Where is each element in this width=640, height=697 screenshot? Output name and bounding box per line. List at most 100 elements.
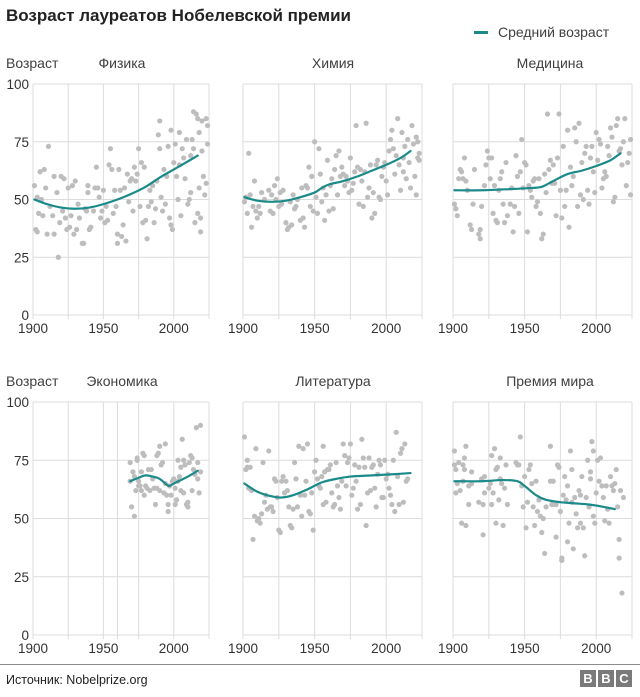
data-point bbox=[600, 494, 606, 501]
data-point bbox=[301, 224, 308, 230]
data-point bbox=[400, 499, 406, 505]
y-axis-label: Возраст bbox=[6, 55, 59, 71]
data-point bbox=[364, 194, 371, 200]
data-point bbox=[377, 462, 384, 468]
data-point bbox=[569, 466, 575, 473]
data-point bbox=[182, 462, 188, 468]
data-point bbox=[497, 176, 503, 182]
data-point bbox=[181, 155, 187, 161]
data-point bbox=[279, 201, 285, 207]
data-point bbox=[399, 129, 405, 136]
data-point bbox=[451, 448, 458, 454]
data-point bbox=[354, 506, 361, 512]
data-point bbox=[386, 485, 392, 491]
data-point bbox=[65, 185, 71, 191]
data-point bbox=[199, 118, 205, 124]
data-point bbox=[542, 171, 548, 177]
x-tick-label: 2000 bbox=[581, 321, 611, 336]
data-point bbox=[289, 222, 295, 228]
data-point bbox=[393, 429, 399, 435]
data-point bbox=[250, 203, 256, 210]
data-point bbox=[463, 522, 469, 529]
data-point bbox=[172, 501, 178, 508]
data-point bbox=[605, 143, 611, 149]
data-point bbox=[416, 150, 422, 156]
data-point bbox=[37, 169, 43, 175]
data-point bbox=[289, 525, 295, 531]
data-point bbox=[284, 487, 290, 494]
data-point bbox=[127, 459, 133, 466]
data-point bbox=[453, 206, 459, 212]
data-point bbox=[369, 215, 375, 221]
data-point bbox=[162, 441, 168, 447]
data-point bbox=[85, 189, 91, 196]
data-point bbox=[540, 515, 546, 522]
data-point bbox=[114, 231, 121, 237]
data-point bbox=[603, 173, 609, 179]
data-point bbox=[241, 434, 248, 440]
data-point bbox=[587, 155, 594, 161]
data-point bbox=[291, 459, 298, 466]
data-point bbox=[204, 122, 211, 129]
data-point bbox=[529, 194, 535, 200]
x-tick-label: 2000 bbox=[581, 641, 611, 656]
data-point bbox=[130, 208, 136, 214]
data-point bbox=[389, 127, 395, 133]
data-point bbox=[499, 480, 505, 487]
data-point bbox=[627, 136, 634, 143]
data-point bbox=[395, 116, 401, 122]
data-point bbox=[489, 452, 495, 459]
data-point bbox=[520, 504, 526, 510]
data-point bbox=[314, 476, 321, 482]
data-point bbox=[453, 466, 459, 473]
panel-title: Медицина bbox=[517, 55, 584, 71]
data-point bbox=[533, 478, 539, 484]
data-point bbox=[481, 473, 488, 480]
data-point bbox=[69, 183, 76, 189]
data-point bbox=[286, 504, 292, 510]
data-point bbox=[603, 483, 609, 489]
x-tick-label: 1950 bbox=[510, 321, 540, 336]
data-point bbox=[330, 206, 336, 212]
data-point bbox=[516, 210, 522, 216]
data-point bbox=[301, 492, 308, 498]
data-point bbox=[367, 487, 374, 494]
data-point bbox=[123, 238, 129, 244]
data-point bbox=[470, 201, 476, 207]
data-point bbox=[113, 203, 119, 210]
data-point bbox=[157, 443, 163, 449]
data-point bbox=[165, 508, 171, 515]
data-point bbox=[312, 139, 318, 145]
data-point bbox=[197, 422, 204, 428]
data-point bbox=[606, 153, 612, 159]
footer-divider bbox=[0, 664, 640, 665]
data-point bbox=[574, 203, 581, 210]
data-point bbox=[599, 185, 605, 191]
data-point bbox=[34, 194, 40, 200]
data-point bbox=[467, 222, 473, 228]
data-point bbox=[617, 487, 624, 494]
data-point bbox=[51, 173, 57, 179]
data-point bbox=[540, 231, 546, 237]
data-point bbox=[54, 189, 60, 196]
data-point bbox=[456, 459, 462, 466]
data-point bbox=[195, 210, 201, 216]
data-point bbox=[266, 448, 272, 454]
data-point bbox=[489, 155, 495, 161]
data-point bbox=[510, 229, 516, 235]
data-point bbox=[178, 464, 184, 470]
data-point bbox=[182, 176, 188, 182]
data-point bbox=[299, 513, 305, 519]
data-point bbox=[522, 473, 528, 480]
data-point bbox=[136, 146, 142, 152]
data-point bbox=[319, 473, 325, 480]
data-point bbox=[116, 166, 122, 173]
data-point bbox=[560, 143, 566, 149]
data-point bbox=[616, 536, 622, 543]
data-point bbox=[585, 187, 591, 193]
data-point bbox=[253, 446, 259, 452]
data-point bbox=[360, 203, 366, 210]
data-point bbox=[481, 183, 488, 189]
data-point bbox=[412, 173, 418, 179]
data-point bbox=[323, 192, 329, 198]
